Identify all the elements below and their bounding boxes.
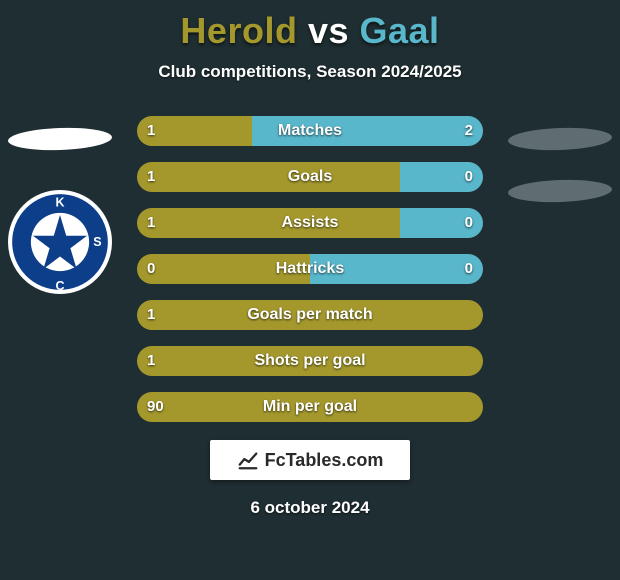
- stat-row: Goals10: [0, 162, 620, 208]
- stat-value-right: 0: [465, 162, 473, 192]
- page-title: Herold vs Gaal: [0, 0, 620, 52]
- stat-row: Matches12: [0, 116, 620, 162]
- stat-value-left: 1: [147, 208, 155, 238]
- generated-date: 6 october 2024: [0, 498, 620, 518]
- stat-value-left: 1: [147, 116, 155, 146]
- stat-bar-right: [252, 116, 483, 146]
- stat-value-right: 2: [465, 116, 473, 146]
- stat-bar-track: [137, 208, 483, 238]
- stat-row: Shots per goal1: [0, 346, 620, 392]
- stat-value-right: 0: [465, 208, 473, 238]
- logo-text: FcTables.com: [265, 450, 384, 471]
- fctables-logo[interactable]: FcTables.com: [210, 440, 410, 480]
- stat-bar-track: [137, 346, 483, 376]
- stat-bar-track: [137, 162, 483, 192]
- stat-bar-track: [137, 116, 483, 146]
- stat-value-left: 0: [147, 254, 155, 284]
- stats-panel: Matches12Goals10Assists10Hattricks00Goal…: [0, 116, 620, 438]
- stat-bar-left: [137, 300, 483, 330]
- vs-text: vs: [308, 10, 349, 51]
- stat-bar-track: [137, 254, 483, 284]
- stat-bar-left: [137, 392, 483, 422]
- stat-bar-right: [310, 254, 483, 284]
- stat-bar-left: [137, 254, 310, 284]
- player2-name: Gaal: [360, 10, 440, 51]
- stat-value-left: 1: [147, 300, 155, 330]
- stat-bar-left: [137, 162, 400, 192]
- stat-bar-left: [137, 208, 400, 238]
- stat-value-left: 1: [147, 346, 155, 376]
- stat-row: Assists10: [0, 208, 620, 254]
- stat-bar-left: [137, 346, 483, 376]
- stat-value-left: 1: [147, 162, 155, 192]
- stat-value-left: 90: [147, 392, 164, 422]
- subtitle: Club competitions, Season 2024/2025: [0, 62, 620, 82]
- stat-row: Goals per match1: [0, 300, 620, 346]
- chart-icon: [237, 449, 259, 471]
- stat-bar-track: [137, 392, 483, 422]
- stat-row: Min per goal90: [0, 392, 620, 438]
- stat-row: Hattricks00: [0, 254, 620, 300]
- stat-value-right: 0: [465, 254, 473, 284]
- stat-bar-track: [137, 300, 483, 330]
- player1-name: Herold: [180, 10, 297, 51]
